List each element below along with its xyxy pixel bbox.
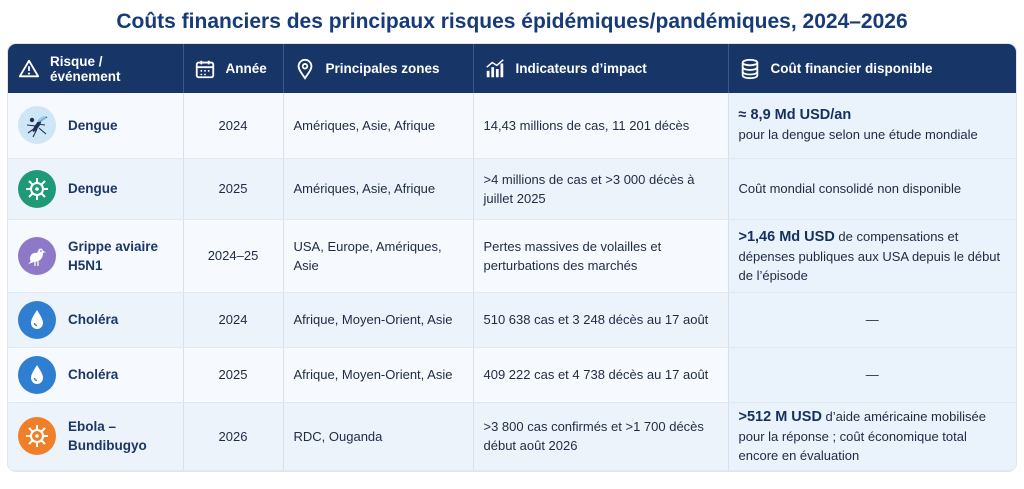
- indicators-cell: Pertes massives de volailles et perturba…: [473, 219, 729, 293]
- cost-text: d’aide américaine mobilisée pour la répo…: [738, 409, 986, 463]
- cost-text: Coût mondial consolidé non disponible: [738, 181, 962, 196]
- header-zones: Principales zones: [283, 44, 474, 93]
- indicators-cell: >4 millions de cas et >3 000 décès à jui…: [473, 158, 729, 220]
- header-cost: Coût financier disponible: [728, 44, 1016, 93]
- risk-name: Choléra: [68, 367, 119, 382]
- year-cell: 2026: [183, 402, 284, 471]
- cost-cell: —: [728, 347, 1016, 403]
- header-risk-label: Risque / événement: [50, 53, 121, 84]
- cost-cell: ≈ 8,9 Md USD/an pour la dengue selon une…: [728, 93, 1016, 159]
- cost-strong: ≈ 8,9 Md USD/an: [738, 107, 852, 124]
- water-drop-icon: [18, 300, 56, 339]
- risk-cell: Dengue: [8, 158, 184, 220]
- cost-cell: >512 M USD d’aide américaine mobilisée p…: [728, 402, 1016, 471]
- mosquito-icon: [18, 106, 56, 145]
- cost-cell: >1,46 Md USD de compensations et dépense…: [728, 219, 1016, 293]
- risk-cell: Choléra: [8, 292, 184, 348]
- indicators-cell: >3 800 cas confirmés et >1 700 décès déb…: [473, 402, 729, 471]
- risk-table: Risque / événement Année Principales zon…: [8, 44, 1016, 471]
- table-row: Choléra 2025 Afrique, Moyen-Orient, Asie…: [8, 347, 1016, 403]
- indicators-cell: 510 638 cas et 3 248 décès au 17 août: [473, 292, 729, 348]
- zones-cell: Afrique, Moyen-Orient, Asie: [283, 292, 474, 348]
- cost-cell: Coût mondial consolidé non disponible: [728, 158, 1016, 220]
- cost-strong: >512 M USD: [738, 409, 822, 425]
- table-row: Grippe aviaire H5N1 2024–25 USA, Europe,…: [8, 219, 1016, 293]
- risk-name: Ebola – Bundibugyo: [68, 419, 147, 453]
- risk-name: Dengue: [68, 117, 118, 133]
- page-title: Coûts financiers des principaux risques …: [116, 10, 908, 33]
- bar-chart-icon: [485, 58, 504, 77]
- zones-cell: USA, Europe, Amériques, Asie: [283, 219, 474, 293]
- risk-table-container: Risque / événement Année Principales zon…: [8, 44, 1016, 471]
- header-risk: Risque / événement: [8, 44, 184, 93]
- warning-icon: [18, 59, 40, 77]
- map-pin-icon: [297, 58, 312, 80]
- risk-cell: Grippe aviaire H5N1: [8, 219, 184, 293]
- header-year: Année: [183, 44, 284, 93]
- year-cell: 2025: [183, 347, 284, 403]
- year-cell: 2025: [183, 158, 284, 220]
- cost-text: pour la dengue selon une étude mondiale: [738, 127, 978, 143]
- year-cell: 2024–25: [183, 219, 284, 293]
- risk-cell: Dengue: [8, 93, 184, 159]
- table-row: Ebola – Bundibugyo 2026 RDC, Ouganda >3 …: [8, 402, 1016, 471]
- risk-cell: Choléra: [8, 347, 184, 403]
- header-year-label: Année: [225, 61, 267, 76]
- header-indicators: Indicateurs d’impact: [473, 44, 729, 93]
- risk-name: Choléra: [68, 312, 119, 327]
- header-cost-label: Coût financier disponible: [770, 61, 933, 76]
- indicators-cell: 409 222 cas et 4 738 décès au 17 août: [473, 347, 729, 403]
- zones-cell: Afrique, Moyen-Orient, Asie: [283, 347, 474, 403]
- table-row: Dengue 2024 Amériques, Asie, Afrique 14,…: [8, 93, 1016, 159]
- indicators-cell: 14,43 millions de cas, 11 201 décès: [473, 93, 729, 159]
- table-row: Choléra 2024 Afrique, Moyen-Orient, Asie…: [8, 292, 1016, 348]
- virus-icon: [18, 417, 56, 455]
- header-zones-label: Principales zones: [325, 61, 440, 76]
- calendar-icon: [195, 60, 214, 78]
- year-cell: 2024: [183, 93, 284, 159]
- cost-text: de compensations et dépenses publiques a…: [738, 228, 1001, 283]
- risk-name: Dengue: [68, 181, 118, 196]
- water-drop-icon: [18, 355, 56, 394]
- cost-cell: —: [728, 292, 1016, 348]
- zones-cell: Amériques, Asie, Afrique: [283, 93, 474, 159]
- risk-cell: Ebola – Bundibugyo: [8, 402, 184, 471]
- coins-stack-icon: [741, 58, 758, 79]
- cost-strong: >1,46 Md USD: [738, 228, 835, 245]
- header-indicators-label: Indicateurs d’impact: [515, 61, 647, 76]
- table-row: Dengue 2025 Amériques, Asie, Afrique >4 …: [8, 158, 1016, 220]
- bird-icon: [18, 236, 56, 275]
- year-cell: 2024: [183, 292, 284, 348]
- risk-name: Grippe aviaire H5N1: [68, 238, 159, 273]
- zones-cell: Amériques, Asie, Afrique: [283, 158, 474, 220]
- table-header-row: Risque / événement Année Principales zon…: [8, 44, 1016, 93]
- zones-cell: RDC, Ouganda: [283, 402, 474, 471]
- virus-icon: [18, 169, 56, 208]
